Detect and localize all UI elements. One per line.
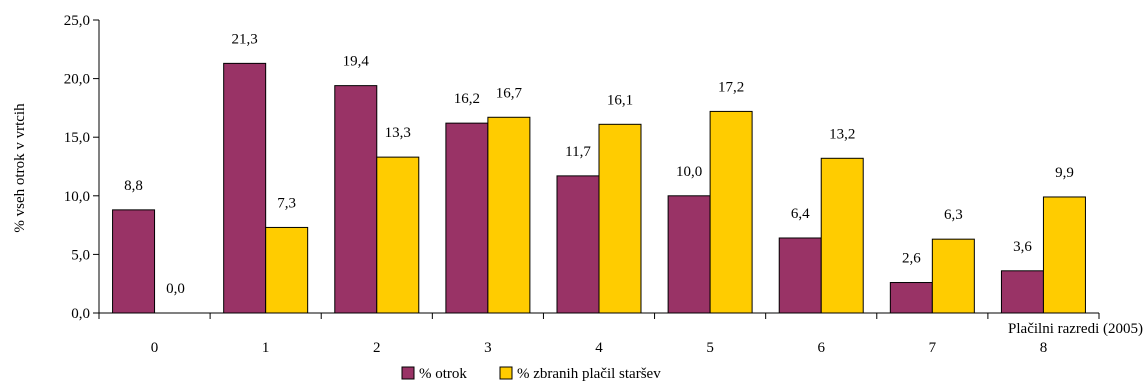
data-label-series-1-cat-2: 13,3 bbox=[385, 125, 411, 141]
bar-series-0-cat-2 bbox=[334, 85, 378, 314]
data-label-series-1-cat-1: 7,3 bbox=[277, 195, 296, 211]
bar-series-1-cat-2 bbox=[376, 156, 420, 314]
data-label-series-1-cat-5: 17,2 bbox=[718, 79, 744, 95]
y-axis-title: % vseh otrok v vrtcih bbox=[12, 103, 28, 233]
x-tick-label: 1 bbox=[262, 340, 270, 356]
bar-series-1-cat-1 bbox=[265, 226, 309, 314]
data-label-series-0-cat-0: 8,8 bbox=[124, 178, 143, 194]
bar-series-1-cat-7 bbox=[931, 238, 975, 314]
x-tick-label: 4 bbox=[595, 340, 603, 356]
bar-series-1-cat-5 bbox=[709, 110, 753, 314]
bar-series-0-cat-1 bbox=[223, 62, 267, 314]
bar-series-0-cat-0 bbox=[112, 209, 156, 314]
legend-swatch-zbranih-placil bbox=[499, 366, 513, 380]
y-tick-label: 5,0 bbox=[71, 247, 90, 263]
data-label-series-1-cat-4: 16,1 bbox=[607, 92, 633, 108]
bar-series-0-cat-4 bbox=[556, 175, 600, 314]
x-tick-label: 2 bbox=[373, 340, 381, 356]
bar-series-1-cat-6 bbox=[820, 157, 864, 314]
data-label-series-0-cat-1: 21,3 bbox=[232, 31, 258, 47]
data-label-series-1-cat-3: 16,7 bbox=[496, 85, 523, 101]
data-label-series-0-cat-3: 16,2 bbox=[454, 91, 480, 107]
legend-label-otrok: % otrok bbox=[419, 366, 467, 382]
data-label-series-0-cat-8: 3,6 bbox=[1013, 239, 1032, 255]
legend: % otrok % zbranih plačil staršev bbox=[401, 366, 661, 382]
bar-series-0-cat-3 bbox=[445, 122, 489, 314]
x-tick-label: 3 bbox=[484, 340, 492, 356]
data-label-series-1-cat-0: 0,0 bbox=[166, 281, 185, 297]
y-tick-label: 10,0 bbox=[64, 189, 90, 205]
bar-series-0-cat-6 bbox=[778, 237, 822, 314]
x-axis-title: Plačilni razredi (2005) bbox=[1008, 321, 1143, 337]
y-tick-label: 15,0 bbox=[64, 130, 90, 146]
bar-series-0-cat-8 bbox=[1000, 270, 1044, 314]
data-label-series-0-cat-4: 11,7 bbox=[565, 144, 591, 160]
x-tick-label: 8 bbox=[1040, 340, 1048, 356]
data-labels: 8,8 0,0 21,3 7,3 19,4 13,3 16,2 16,7 11,7 16,1 10,… bbox=[124, 31, 1074, 297]
legend-swatch-otrok bbox=[401, 366, 415, 380]
y-tick-label: 20,0 bbox=[64, 72, 90, 88]
y-tick-label: 25,0 bbox=[64, 13, 90, 29]
legend-label-zbranih-placil: % zbranih plačil staršev bbox=[517, 366, 661, 382]
x-tick-label: 5 bbox=[706, 340, 714, 356]
x-tick-label: 0 bbox=[151, 340, 159, 356]
bar-series-0-cat-7 bbox=[889, 282, 933, 314]
data-label-series-1-cat-6: 13,2 bbox=[829, 126, 855, 142]
bar-series-1-cat-8 bbox=[1042, 196, 1086, 314]
data-label-series-1-cat-8: 9,9 bbox=[1055, 165, 1074, 181]
x-tick-label: 6 bbox=[817, 340, 825, 356]
bars bbox=[112, 62, 1086, 314]
x-tick-label: 7 bbox=[929, 340, 937, 356]
x-axis: 0 1 2 3 4 5 6 7 8 bbox=[98, 312, 1100, 356]
data-label-series-0-cat-2: 19,4 bbox=[343, 54, 370, 70]
y-axis: 0,0 5,0 10,0 15,0 20,0 25,0 bbox=[64, 13, 100, 322]
data-label-series-0-cat-5: 10,0 bbox=[676, 164, 702, 180]
data-label-series-0-cat-7: 2,6 bbox=[902, 251, 921, 267]
bar-series-1-cat-3 bbox=[487, 116, 531, 314]
bar-series-0-cat-5 bbox=[667, 195, 711, 314]
bar-series-1-cat-4 bbox=[598, 123, 642, 314]
y-tick-label: 0,0 bbox=[71, 306, 90, 322]
data-label-series-1-cat-7: 6,3 bbox=[944, 207, 963, 223]
data-label-series-0-cat-6: 6,4 bbox=[791, 206, 810, 222]
